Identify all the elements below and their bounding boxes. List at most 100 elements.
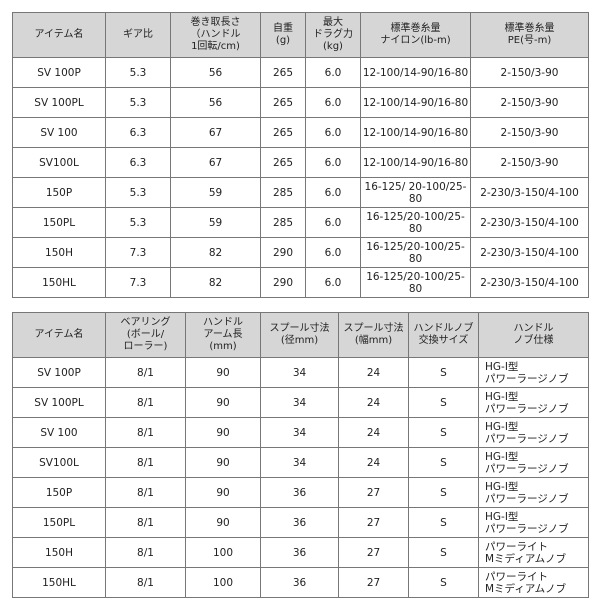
table-cell: 59 xyxy=(170,207,261,238)
spec-table: アイテム名 ギア比 巻き取長さ （ハンドル 1回転/cm) 自重 (g) 最大 ドラグ力 (kg)… xyxy=(12,12,589,298)
table-cell: 90 xyxy=(185,447,261,478)
table-cell: SV 100P xyxy=(12,57,106,88)
cell-line: ハンドルノブ xyxy=(413,323,474,334)
table-cell: 265 xyxy=(260,87,306,118)
table-cell: 8/1 xyxy=(105,477,186,508)
table-cell: 8/1 xyxy=(105,567,186,598)
cell-line: (mm) xyxy=(209,341,237,352)
table-cell: 16-125/20-100/25-80 xyxy=(360,237,471,268)
table-cell: SV 100 xyxy=(12,417,106,448)
table-cell: 27 xyxy=(338,507,409,538)
cell-line: アイテム名 xyxy=(34,329,84,340)
table-cell: 27 xyxy=(338,567,409,598)
cell-line: パワーラージノブ xyxy=(485,402,569,415)
table-cell: S xyxy=(408,447,479,478)
table-row: 150HL 8/1 100 36 27 S パワーライト Mミディアムノブ xyxy=(12,567,589,598)
cell-line: ハンドル xyxy=(203,317,243,328)
cell-line: パワーライト xyxy=(485,540,548,553)
table-cell: 36 xyxy=(260,567,339,598)
table-cell: 2-230/3-150/4-100 xyxy=(470,177,589,208)
table-cell: 8/1 xyxy=(105,507,186,538)
table-cell: 6.0 xyxy=(305,177,361,208)
table-cell: HG-I型 パワーラージノブ xyxy=(478,357,589,388)
table-cell: HG-I型 パワーラージノブ xyxy=(478,447,589,478)
cell-line: ベアリング xyxy=(120,317,171,328)
table-row: 150HL 7.3 82 290 6.0 16-125/20-100/25-80 2-230… xyxy=(12,267,589,298)
table-cell: 150HL xyxy=(12,267,106,298)
cell-line: PE(号-m) xyxy=(507,35,552,46)
table-cell: 8/1 xyxy=(105,387,186,418)
table-cell: 67 xyxy=(170,117,261,148)
table-cell: 27 xyxy=(338,477,409,508)
cell-line: 1回転/cm) xyxy=(191,41,240,52)
table-cell: 5.3 xyxy=(105,207,171,238)
cell-line: パワーラージノブ xyxy=(485,372,569,385)
table-cell: 2-150/3-90 xyxy=(470,57,589,88)
table-row: 150H 8/1 100 36 27 S パワーライト Mミディアムノブ xyxy=(12,537,589,568)
table-cell: SV 100PL xyxy=(12,87,106,118)
cell-line: 標準巻糸量 xyxy=(390,23,441,34)
header-cell: ギア比 xyxy=(105,12,171,58)
cell-line: HG-I型 xyxy=(485,420,519,433)
cell-line: パワーラージノブ xyxy=(485,492,569,505)
table-cell: 8/1 xyxy=(105,417,186,448)
table-cell: 290 xyxy=(260,267,306,298)
header-cell: 標準巻糸量 PE(号-m) xyxy=(470,12,589,58)
table-cell: 6.0 xyxy=(305,147,361,178)
table-cell: 8/1 xyxy=(105,537,186,568)
table-cell: SV 100P xyxy=(12,357,106,388)
table-cell: SV100L xyxy=(12,447,106,478)
table-cell: パワーライト Mミディアムノブ xyxy=(478,567,589,598)
cell-line: スプール寸法 xyxy=(343,323,404,334)
cell-line: パワーラージノブ xyxy=(485,432,569,445)
table-cell: 24 xyxy=(338,417,409,448)
table-cell: 150H xyxy=(12,237,106,268)
table-cell: 5.3 xyxy=(105,177,171,208)
table-cell: 24 xyxy=(338,447,409,478)
table-cell: 100 xyxy=(185,537,261,568)
table-cell: 285 xyxy=(260,207,306,238)
table-cell: 150PL xyxy=(12,507,106,538)
cell-line: Mミディアムノブ xyxy=(485,582,567,595)
table-cell: 90 xyxy=(185,357,261,388)
table-row: 150H 7.3 82 290 6.0 16-125/20-100/25-80 2-230/… xyxy=(12,237,589,268)
table-cell: 7.3 xyxy=(105,267,171,298)
cell-line: アイテム名 xyxy=(34,29,84,40)
table-cell: HG-I型 パワーラージノブ xyxy=(478,507,589,538)
header-cell: ベアリング (ボール/ローラー) xyxy=(105,312,186,358)
table-cell: S xyxy=(408,537,479,568)
table-cell: 90 xyxy=(185,507,261,538)
cell-line: HG-I型 xyxy=(485,450,519,463)
table-cell: 5.3 xyxy=(105,57,171,88)
table-cell: 150P xyxy=(12,477,106,508)
cell-line: HG-I型 xyxy=(485,390,519,403)
table-cell: 27 xyxy=(338,537,409,568)
table-cell: HG-I型 パワーラージノブ xyxy=(478,417,589,448)
cell-line: 自重 xyxy=(273,23,293,34)
table-cell: S xyxy=(408,477,479,508)
table-row: SV 100PL 5.3 56 265 6.0 12-100/14-90/16-80 2-1… xyxy=(12,87,589,118)
header-cell: 巻き取長さ （ハンドル 1回転/cm) xyxy=(170,12,261,58)
table-row: 150PL 8/1 90 36 27 S HG-I型 パワーラージノブ xyxy=(12,507,589,538)
header-cell: アイテム名 xyxy=(12,12,106,58)
table-row: SV 100 6.3 67 265 6.0 12-100/14-90/16-80 2-150… xyxy=(12,117,589,148)
cell-line: アーム長 xyxy=(203,329,243,340)
table-cell: 6.0 xyxy=(305,87,361,118)
table-cell: 82 xyxy=(170,237,261,268)
table-row: 150P 5.3 59 285 6.0 16-125/ 20-100/25-80 2-230… xyxy=(12,177,589,208)
table-cell: HG-I型 パワーラージノブ xyxy=(478,387,589,418)
table-cell: 16-125/20-100/25-80 xyxy=(360,267,471,298)
table-cell: 6.0 xyxy=(305,117,361,148)
cell-line: ローラー) xyxy=(123,341,168,352)
cell-line: (径mm) xyxy=(280,335,319,346)
table-row: SV100L 6.3 67 265 6.0 12-100/14-90/16-80 2-150… xyxy=(12,147,589,178)
table-cell: S xyxy=(408,417,479,448)
table-cell: 150PL xyxy=(12,207,106,238)
table-cell: S xyxy=(408,387,479,418)
table-cell: 36 xyxy=(260,507,339,538)
header-cell: 自重 (g) xyxy=(260,12,306,58)
table-cell: 285 xyxy=(260,177,306,208)
table-cell: 16-125/20-100/25-80 xyxy=(360,207,471,238)
table-row: SV 100P 8/1 90 34 24 S HG-I型 パワーラージノブ xyxy=(12,357,589,388)
